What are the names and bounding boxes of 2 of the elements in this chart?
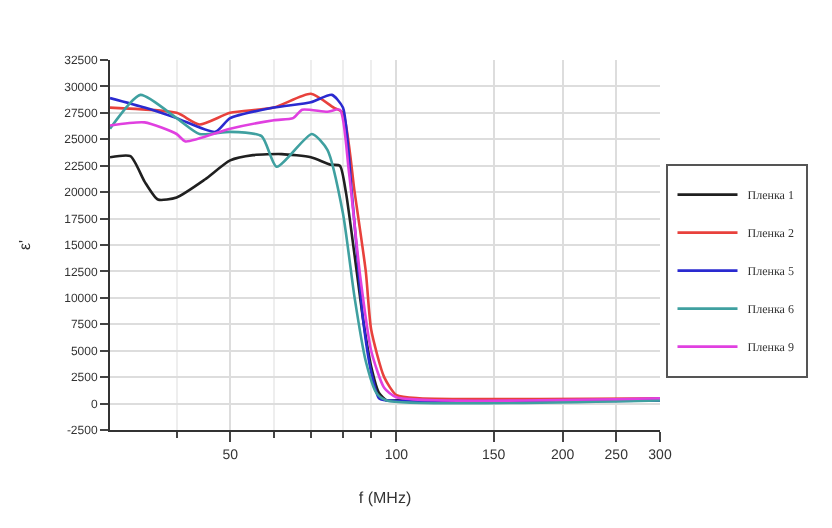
y-axis-title: ε' [15, 238, 34, 251]
x-axis-title: f (MHz) [358, 489, 412, 507]
